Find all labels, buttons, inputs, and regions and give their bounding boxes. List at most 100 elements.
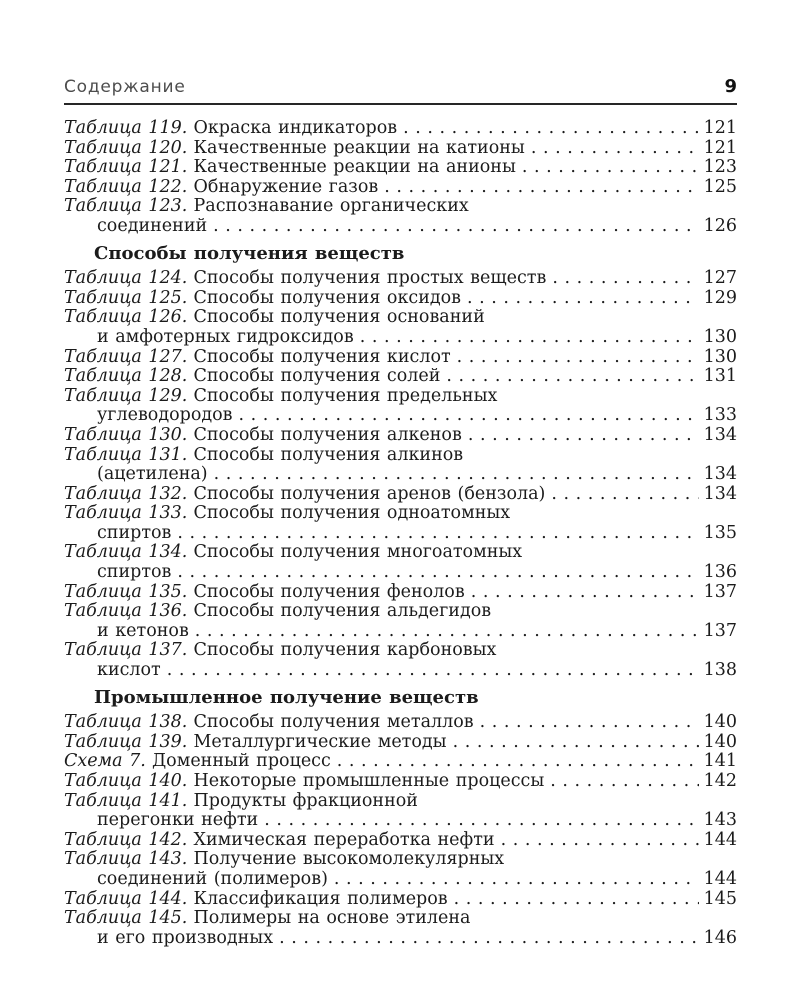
section-heading: Промышленное получение веществ xyxy=(94,686,479,708)
entry-page: 134 xyxy=(703,464,737,485)
dot-leader xyxy=(334,870,699,890)
entry-label: Таблица 134. xyxy=(64,542,188,563)
entry-page: 142 xyxy=(703,771,737,791)
dot-leader xyxy=(531,139,699,159)
entry-title: Окраска индикаторов xyxy=(193,118,398,138)
entry-page: 129 xyxy=(703,287,737,308)
toc-section: Промышленное получение веществ Таблица 1… xyxy=(64,688,737,949)
entry-page: 145 xyxy=(703,888,737,909)
entry-page: 135 xyxy=(703,522,737,543)
entry-label: Таблица 125. xyxy=(64,287,188,308)
section-entries: Таблица 119. Окраска индикаторов 121 Таб… xyxy=(64,118,737,237)
entry-line-1: Таблица 141. Продукты фракционной xyxy=(64,791,737,812)
entry-title: Способы получения многоатомных xyxy=(193,542,523,563)
dot-leader xyxy=(457,348,699,368)
entry-title: Металлургические методы xyxy=(193,731,447,752)
toc-entry: Таблица 131. Способы получения алкинов (… xyxy=(64,444,737,485)
entry-line-1: Таблица 131. Способы получения алкинов xyxy=(64,444,737,466)
entry-page: 136 xyxy=(703,562,737,583)
entry-label: Таблица 145. xyxy=(64,908,188,929)
dot-leader xyxy=(468,426,699,446)
toc-entry: Таблица 144. Классификация полимеров 145 xyxy=(64,888,737,910)
toc-entry: Таблица 120. Качественные реакции на кат… xyxy=(64,137,737,159)
entry-label: Таблица 138. xyxy=(64,712,188,733)
entry-page: 125 xyxy=(703,176,737,197)
entry-page: 121 xyxy=(703,118,737,138)
entry-continuation: (ацетилена) xyxy=(97,464,208,485)
entry-page: 141 xyxy=(703,751,737,772)
entry-label: Таблица 140. xyxy=(64,771,188,791)
entry-label: Таблица 137. xyxy=(64,640,188,661)
entry-label: Таблица 143. xyxy=(64,849,188,870)
entry-page: 143 xyxy=(703,810,737,831)
dot-leader xyxy=(501,831,699,851)
entry-line-1: Таблица 123. Распознавание органических xyxy=(64,197,737,217)
entry-title: Химическая переработка нефти xyxy=(193,829,495,850)
entry-line-1: Таблица 145. Полимеры на основе этилена xyxy=(64,909,737,929)
dot-leader xyxy=(337,752,699,772)
entry-label: Таблица 122. xyxy=(64,176,188,197)
entry-line-1: Таблица 126. Способы получения оснований xyxy=(64,308,737,328)
dot-leader xyxy=(552,269,698,289)
entry-label: Таблица 132. xyxy=(64,483,188,504)
toc-entry: Таблица 145. Полимеры на основе этилена … xyxy=(64,909,737,948)
entry-line-2: кислот 138 xyxy=(64,660,737,681)
dot-leader xyxy=(550,772,698,792)
toc-entry: Таблица 127. Способы получения кислот 13… xyxy=(64,346,737,368)
entry-label: Таблица 139. xyxy=(64,731,188,752)
entry-line-2: соединений (полимеров) 144 xyxy=(64,868,737,890)
entry-line-2: и его производных 146 xyxy=(64,927,737,949)
entry-title: Способы получения алкинов xyxy=(193,444,464,465)
toc-entry: Таблица 125. Способы получения оксидов 1… xyxy=(64,287,737,309)
entry-line-2: и кетонов 137 xyxy=(64,621,737,642)
toc-entry: Таблица 139. Металлургические методы 140 xyxy=(64,731,737,753)
entry-title: Получение высокомолекулярных xyxy=(193,849,505,870)
entry-page: 144 xyxy=(703,868,737,889)
entry-label: Таблица 123. xyxy=(64,196,188,217)
dot-leader xyxy=(360,328,699,348)
dot-leader xyxy=(403,119,698,139)
entry-label: Схема 7. xyxy=(64,751,146,772)
entry-line-1: Таблица 143. Получение высокомолекулярны… xyxy=(64,850,737,870)
entry-line-1: Таблица 129. Способы получения предельны… xyxy=(64,385,737,407)
entry-title: Полимеры на основе этилена xyxy=(193,908,471,929)
entry-label: Таблица 144. xyxy=(64,888,188,909)
entry-label: Таблица 126. xyxy=(64,307,188,328)
entry-page: 133 xyxy=(703,405,737,426)
dot-leader xyxy=(467,289,699,309)
entry-title: Качественные реакции на катионы xyxy=(193,137,525,158)
dot-leader xyxy=(446,367,698,387)
toc-entry: Таблица 135. Способы получения фенолов 1… xyxy=(64,582,737,603)
entry-title: Способы получения простых веществ xyxy=(193,268,547,289)
toc-entry: Таблица 142. Химическая переработка нефт… xyxy=(64,829,737,851)
dot-leader xyxy=(480,713,699,733)
entry-label: Таблица 121. xyxy=(64,157,188,178)
dot-leader xyxy=(264,811,698,831)
entry-title: Доменный процесс xyxy=(151,751,331,772)
dot-leader xyxy=(522,158,699,178)
dot-leader xyxy=(177,563,698,583)
entry-label: Таблица 131. xyxy=(64,444,188,465)
entry-title: Способы получения предельных xyxy=(193,385,498,406)
entry-line-1: Таблица 136. Способы получения альдегидо… xyxy=(64,602,737,622)
entry-line-1: Таблица 137. Способы получения карбоновы… xyxy=(64,641,737,661)
entry-continuation: и амфотерных гидроксидов xyxy=(97,326,354,347)
entry-line-2: (ацетилена) 134 xyxy=(64,464,737,485)
toc-entry: Таблица 124. Способы получения простых в… xyxy=(64,269,737,289)
entry-label: Таблица 127. xyxy=(64,346,188,367)
toc-entry: Таблица 126. Способы получения оснований… xyxy=(64,308,737,347)
entry-page: 134 xyxy=(703,424,737,445)
entry-page: 123 xyxy=(703,157,737,178)
entry-page: 121 xyxy=(703,137,737,158)
entry-title: Обнаружение газов xyxy=(193,176,379,197)
toc-entry: Таблица 130. Способы получения алкенов 1… xyxy=(64,424,737,446)
entry-label: Таблица 129. xyxy=(64,385,188,406)
entry-title: Некоторые промышленные процессы xyxy=(193,771,545,791)
entry-label: Таблица 128. xyxy=(64,366,188,387)
running-header: Содержание 9 xyxy=(64,76,737,105)
entry-page: 130 xyxy=(703,326,737,347)
entry-page: 146 xyxy=(703,927,737,948)
entry-page: 131 xyxy=(703,366,737,387)
section-entries: Таблица 124. Способы получения простых в… xyxy=(64,269,737,680)
